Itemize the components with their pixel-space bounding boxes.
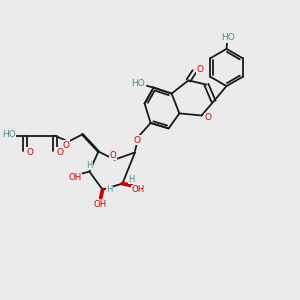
Text: HO: HO [2,130,16,139]
Text: H: H [106,184,112,194]
Text: O: O [196,65,203,74]
Text: H: H [86,160,93,169]
Text: O: O [205,113,212,122]
Text: O: O [56,148,64,157]
Text: O: O [134,136,141,145]
Text: O: O [26,148,34,157]
Text: OH: OH [69,173,82,182]
Text: H: H [128,175,135,184]
Text: HO: HO [221,33,235,42]
Text: OH: OH [132,185,145,194]
Text: O: O [110,151,116,160]
Text: OH: OH [94,200,107,209]
Text: HO: HO [131,80,145,88]
Text: O: O [62,141,70,150]
